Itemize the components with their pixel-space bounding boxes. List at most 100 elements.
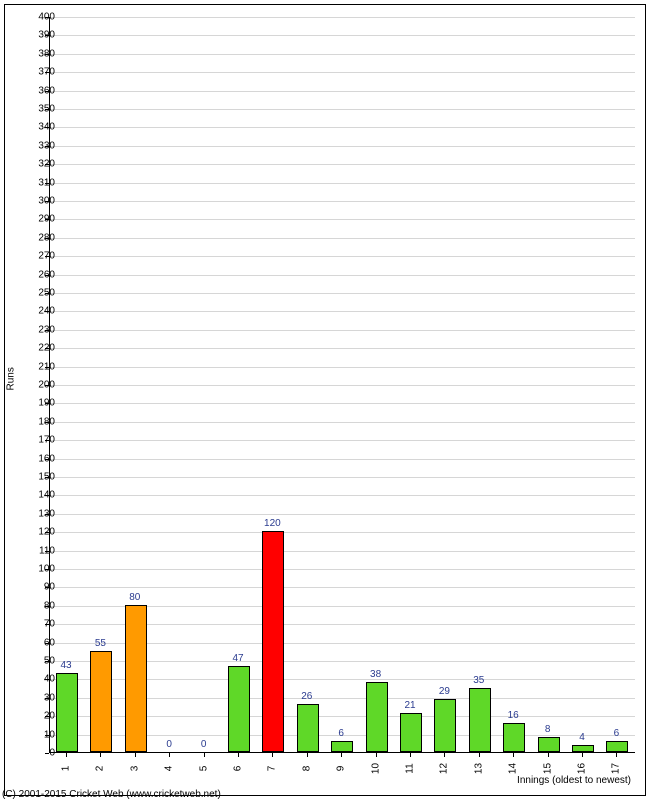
bar-value-label: 55 xyxy=(95,638,106,649)
x-tick-label: 7 xyxy=(267,759,278,779)
gridline xyxy=(50,219,635,220)
y-tick-label: 10 xyxy=(31,729,55,740)
bar xyxy=(331,741,353,752)
gridline xyxy=(50,201,635,202)
x-tick-mark xyxy=(616,753,617,757)
y-tick-label: 90 xyxy=(31,582,55,593)
y-tick-label: 120 xyxy=(31,527,55,538)
gridline xyxy=(50,569,635,570)
x-tick-mark xyxy=(341,753,342,757)
plot-area xyxy=(49,17,635,753)
bar xyxy=(400,713,422,752)
x-tick-label: 5 xyxy=(198,759,209,779)
x-tick-mark xyxy=(204,753,205,757)
x-tick-label: 8 xyxy=(301,759,312,779)
y-tick-label: 210 xyxy=(31,361,55,372)
y-tick-label: 30 xyxy=(31,692,55,703)
bar xyxy=(572,745,594,752)
gridline xyxy=(50,127,635,128)
x-tick-label: 6 xyxy=(233,759,244,779)
gridline xyxy=(50,587,635,588)
y-tick-label: 260 xyxy=(31,269,55,280)
bar xyxy=(297,704,319,752)
bar-value-label: 120 xyxy=(264,518,281,529)
chart-container: Runs Innings (oldest to newest) 01020304… xyxy=(4,4,646,796)
gridline xyxy=(50,385,635,386)
gridline xyxy=(50,164,635,165)
x-tick-label: 17 xyxy=(611,759,622,779)
y-tick-label: 250 xyxy=(31,288,55,299)
y-tick-label: 290 xyxy=(31,214,55,225)
y-tick-label: 370 xyxy=(31,67,55,78)
gridline xyxy=(50,256,635,257)
y-tick-label: 330 xyxy=(31,140,55,151)
y-tick-label: 280 xyxy=(31,232,55,243)
y-tick-label: 200 xyxy=(31,380,55,391)
bar-value-label: 4 xyxy=(579,732,585,743)
bar-value-label: 6 xyxy=(338,728,344,739)
bar-value-label: 8 xyxy=(545,724,551,735)
gridline xyxy=(50,495,635,496)
bar-value-label: 80 xyxy=(129,592,140,603)
x-tick-label: 10 xyxy=(370,759,381,779)
y-tick-label: 130 xyxy=(31,508,55,519)
x-tick-mark xyxy=(135,753,136,757)
gridline xyxy=(50,146,635,147)
y-tick-label: 360 xyxy=(31,85,55,96)
gridline xyxy=(50,348,635,349)
x-tick-mark xyxy=(444,753,445,757)
gridline xyxy=(50,440,635,441)
x-tick-mark xyxy=(272,753,273,757)
bar xyxy=(606,741,628,752)
bar xyxy=(125,605,147,752)
gridline xyxy=(50,35,635,36)
y-tick-label: 100 xyxy=(31,564,55,575)
x-tick-mark xyxy=(548,753,549,757)
bar-value-label: 43 xyxy=(60,660,71,671)
bar xyxy=(90,651,112,752)
gridline xyxy=(50,238,635,239)
bar-value-label: 29 xyxy=(439,686,450,697)
gridline xyxy=(50,330,635,331)
x-tick-label: 15 xyxy=(542,759,553,779)
bar xyxy=(538,737,560,752)
bar-value-label: 6 xyxy=(614,728,620,739)
gridline xyxy=(50,422,635,423)
y-tick-label: 190 xyxy=(31,398,55,409)
x-tick-mark xyxy=(410,753,411,757)
gridline xyxy=(50,311,635,312)
x-tick-label: 14 xyxy=(508,759,519,779)
y-tick-label: 270 xyxy=(31,251,55,262)
y-tick-label: 220 xyxy=(31,343,55,354)
x-tick-mark xyxy=(169,753,170,757)
gridline xyxy=(50,17,635,18)
gridline xyxy=(50,109,635,110)
gridline xyxy=(50,183,635,184)
x-tick-mark xyxy=(100,753,101,757)
y-tick-label: 160 xyxy=(31,453,55,464)
bar-value-label: 16 xyxy=(508,710,519,721)
y-tick-label: 340 xyxy=(31,122,55,133)
x-tick-mark xyxy=(479,753,480,757)
gridline xyxy=(50,275,635,276)
bar-value-label: 0 xyxy=(166,739,172,750)
bar xyxy=(228,666,250,752)
gridline xyxy=(50,367,635,368)
gridline xyxy=(50,54,635,55)
y-tick-label: 80 xyxy=(31,600,55,611)
x-tick-label: 1 xyxy=(61,759,72,779)
bar xyxy=(56,673,78,752)
x-tick-mark xyxy=(238,753,239,757)
bar-value-label: 0 xyxy=(201,739,207,750)
x-tick-label: 16 xyxy=(577,759,588,779)
x-tick-mark xyxy=(582,753,583,757)
x-tick-mark xyxy=(307,753,308,757)
y-tick-label: 320 xyxy=(31,159,55,170)
bar-value-label: 26 xyxy=(301,691,312,702)
bar-value-label: 38 xyxy=(370,669,381,680)
gridline xyxy=(50,459,635,460)
y-tick-label: 170 xyxy=(31,435,55,446)
gridline xyxy=(50,91,635,92)
x-tick-label: 12 xyxy=(439,759,450,779)
x-tick-mark xyxy=(376,753,377,757)
